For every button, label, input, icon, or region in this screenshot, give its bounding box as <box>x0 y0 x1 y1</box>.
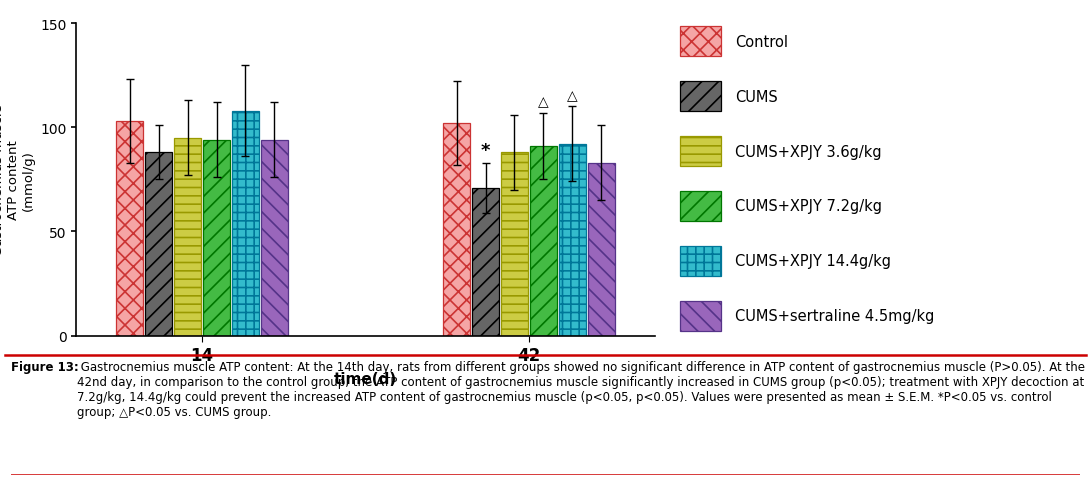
Bar <box>472 188 499 336</box>
Y-axis label: Gastrocnemius muscle
ATP content
(mmol/g): Gastrocnemius muscle ATP content (mmol/g… <box>0 104 35 256</box>
Bar <box>681 27 721 57</box>
Text: CUMS: CUMS <box>735 89 778 104</box>
Bar <box>261 141 288 336</box>
Text: Control: Control <box>735 35 788 49</box>
Bar <box>681 82 721 111</box>
Bar <box>501 153 528 336</box>
Bar <box>559 144 586 336</box>
Text: *: * <box>481 141 490 159</box>
Bar <box>681 301 721 331</box>
Text: CUMS+sertraline 4.5mg/kg: CUMS+sertraline 4.5mg/kg <box>735 309 934 324</box>
Bar <box>145 153 172 336</box>
Text: Figure 13:: Figure 13: <box>11 360 79 373</box>
Bar <box>530 147 556 336</box>
Text: CUMS+XPJY 14.4g/kg: CUMS+XPJY 14.4g/kg <box>735 254 891 269</box>
Text: CUMS+XPJY 3.6g/kg: CUMS+XPJY 3.6g/kg <box>735 144 882 159</box>
Bar <box>232 111 259 336</box>
X-axis label: time(d): time(d) <box>334 372 397 386</box>
Bar <box>117 122 143 336</box>
Bar <box>175 138 201 336</box>
Bar <box>681 247 721 276</box>
Text: CUMS+XPJY 7.2g/kg: CUMS+XPJY 7.2g/kg <box>735 199 882 214</box>
Text: Gastrocnemius muscle ATP content: At the 14th day, rats from different groups sh: Gastrocnemius muscle ATP content: At the… <box>77 360 1086 418</box>
Bar <box>203 141 230 336</box>
Text: △: △ <box>567 89 577 103</box>
Bar <box>443 124 470 336</box>
Text: △: △ <box>538 96 549 109</box>
Bar <box>681 192 721 221</box>
Bar <box>588 163 614 336</box>
Bar <box>681 137 721 167</box>
